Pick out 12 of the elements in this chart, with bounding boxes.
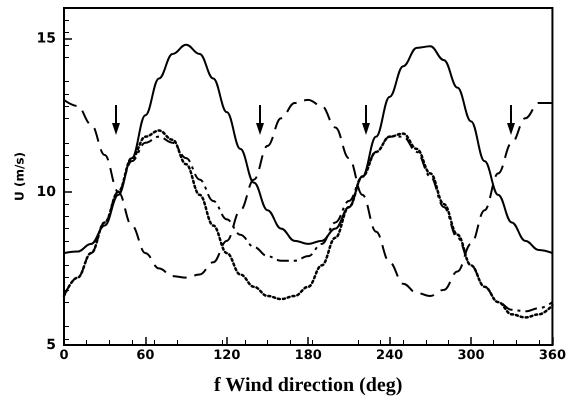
y-tick-label: 5: [46, 337, 56, 353]
x-tick-label: 360: [538, 348, 566, 363]
x-axis-title: f Wind direction (deg): [214, 374, 402, 396]
x-tick-label: 180: [294, 348, 322, 363]
x-tick-label: 300: [457, 348, 485, 363]
y-tick-label: 10: [36, 184, 56, 200]
y-tick-label: 15: [36, 30, 56, 47]
y-axis-title: U (m/s): [12, 152, 27, 201]
x-tick-label: 0: [59, 348, 69, 363]
x-tick-label: 120: [213, 348, 240, 363]
x-tick-label: 240: [376, 348, 404, 363]
x-tick-label: 60: [136, 348, 154, 363]
